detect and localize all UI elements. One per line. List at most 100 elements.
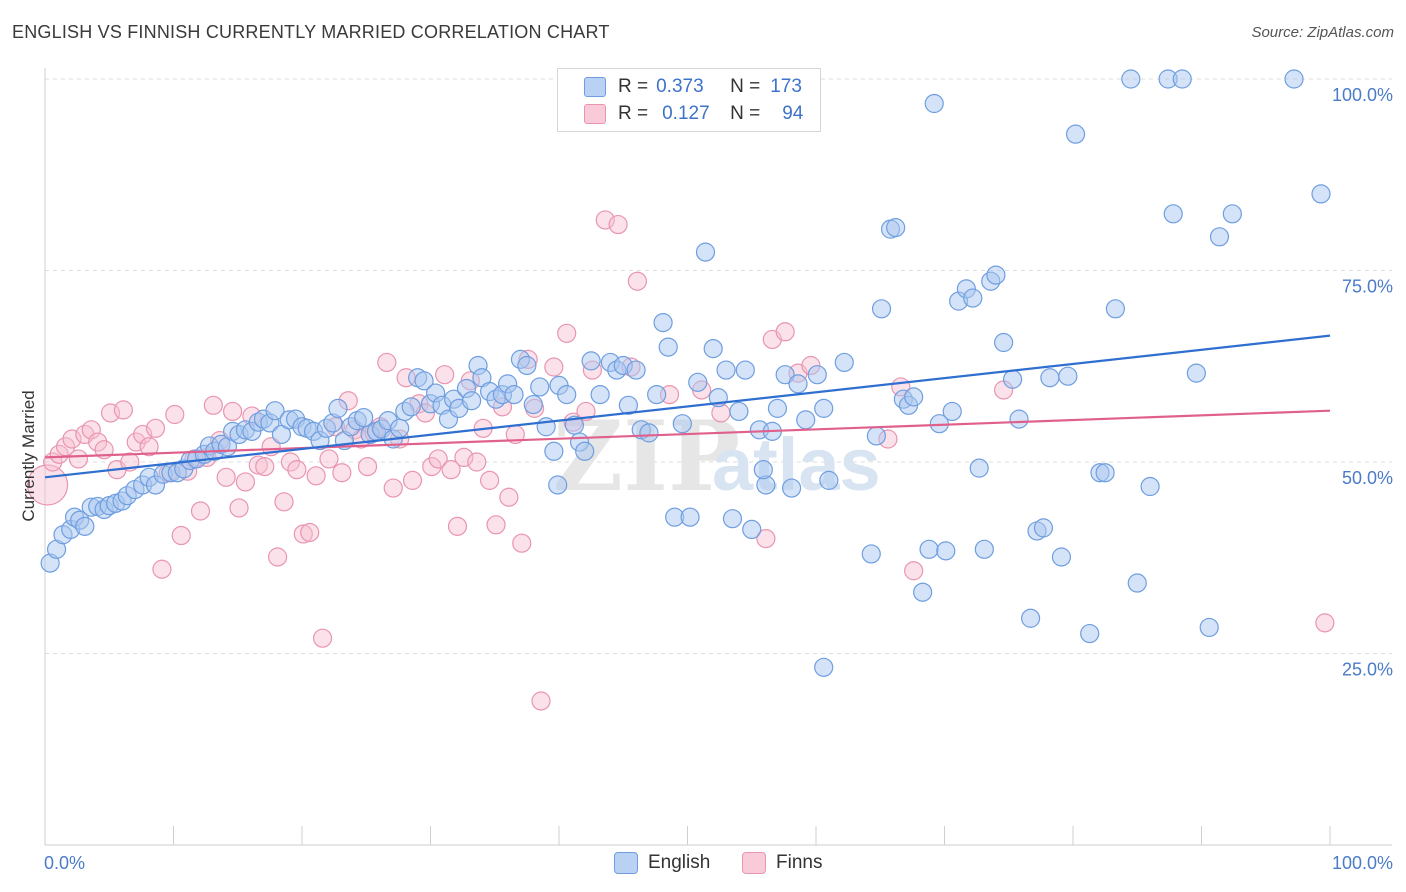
finns-point <box>306 466 326 486</box>
finns-point <box>357 456 378 477</box>
english-point <box>1186 363 1206 383</box>
finns-point <box>454 447 474 468</box>
finns-point <box>145 418 166 438</box>
english-point <box>688 372 708 392</box>
finns-point <box>402 470 423 490</box>
finns-point <box>88 432 108 452</box>
y-tick-label-1: 50.0% <box>1342 468 1393 488</box>
english-point <box>861 544 881 564</box>
y-tick-label-2: 75.0% <box>1342 277 1393 297</box>
finns-point <box>576 401 596 422</box>
finns-trendline <box>44 409 1331 459</box>
finns-point <box>383 478 403 498</box>
english-point <box>1058 366 1078 386</box>
english-point <box>680 507 700 527</box>
finns-point <box>486 515 506 535</box>
english-point <box>1051 547 1072 567</box>
english-point <box>626 360 646 380</box>
bottom-legend-finns[interactable]: Finns <box>742 852 822 874</box>
english-point <box>1209 227 1230 247</box>
english-point <box>834 352 854 373</box>
finns-point <box>62 429 82 449</box>
english-point <box>788 374 808 394</box>
english-point <box>703 339 723 359</box>
english-trendline <box>44 334 1331 479</box>
english-point <box>767 398 788 418</box>
finns-point <box>480 470 500 490</box>
finns-point <box>81 420 101 440</box>
english-point <box>647 384 667 405</box>
english-point <box>1040 368 1060 388</box>
english-point <box>672 414 692 434</box>
english-point <box>781 478 802 498</box>
english-point <box>1172 69 1192 89</box>
tick-labels: 25.0% 50.0% 75.0% 100.0% 0.0% 100.0% <box>44 85 1393 873</box>
english-point <box>581 351 601 371</box>
finns-point <box>377 352 397 373</box>
english-point <box>523 394 543 415</box>
english-point <box>886 218 906 238</box>
finns-point <box>126 432 146 452</box>
english-point <box>517 355 537 376</box>
english-point <box>729 401 749 422</box>
finns-point <box>627 271 647 291</box>
english-point <box>994 332 1014 353</box>
finns-point <box>152 559 172 579</box>
finns-point <box>447 516 468 536</box>
bottom-legend-finns-label: Finns <box>776 852 823 873</box>
english-point <box>1121 69 1141 89</box>
english-point <box>919 539 939 559</box>
english-point <box>530 377 550 397</box>
english-point <box>390 418 410 438</box>
chart-title: ENGLISH VS FINNISH CURRENTLY MARRIED COR… <box>12 22 610 42</box>
legend-row-finns: R = 0.127 N = 94 <box>584 102 803 126</box>
bottom-legend: English Finns <box>0 852 1406 878</box>
english-point <box>1105 299 1126 319</box>
watermark: ZIP atlas <box>553 400 881 513</box>
finns-point <box>467 452 487 472</box>
english-point <box>866 426 886 446</box>
legend-swatch-finns <box>584 104 606 124</box>
finns-point <box>190 501 211 521</box>
finns-point <box>255 456 275 477</box>
english-point <box>1065 124 1086 144</box>
english-point <box>969 458 989 478</box>
english-point <box>1163 204 1183 224</box>
y-axis-title: Currently Married <box>19 390 38 521</box>
finns-point <box>139 437 159 457</box>
finns-point <box>775 322 795 342</box>
english-point <box>462 391 482 411</box>
y-tick-label-3: 100.0% <box>1332 85 1393 105</box>
finns-point <box>280 452 301 472</box>
finns-point <box>435 365 455 385</box>
finns-point <box>274 492 294 512</box>
finns-point <box>113 400 133 420</box>
english-point <box>807 365 827 385</box>
finns-point <box>441 460 461 480</box>
finns-point <box>300 522 320 543</box>
english-point <box>575 441 595 461</box>
finns-point <box>216 467 236 487</box>
english-point <box>1222 204 1242 224</box>
finns-point <box>293 524 313 544</box>
english-point <box>354 407 374 428</box>
english-point <box>814 398 834 418</box>
english-point <box>548 475 568 495</box>
english-point <box>1020 608 1041 628</box>
legend-english-n-label: N = <box>730 76 761 97</box>
english-point <box>904 387 924 407</box>
english-point <box>1311 184 1331 204</box>
legend-finns-r-value: 0.127 <box>662 103 710 124</box>
bottom-legend-swatch-finns <box>742 852 766 874</box>
bottom-legend-english[interactable]: English <box>614 852 710 874</box>
finns-point <box>248 455 268 475</box>
english-points <box>40 69 1331 677</box>
legend-english-r-value: 0.373 <box>656 76 704 97</box>
legend: R = 0.373 N = 173 R = 0.127 N = 94 <box>557 68 821 132</box>
english-point <box>924 93 944 114</box>
finns-point <box>49 444 69 464</box>
english-point <box>658 337 678 357</box>
english-point <box>742 519 762 540</box>
finns-point <box>287 460 307 480</box>
legend-swatch-english <box>584 77 606 97</box>
